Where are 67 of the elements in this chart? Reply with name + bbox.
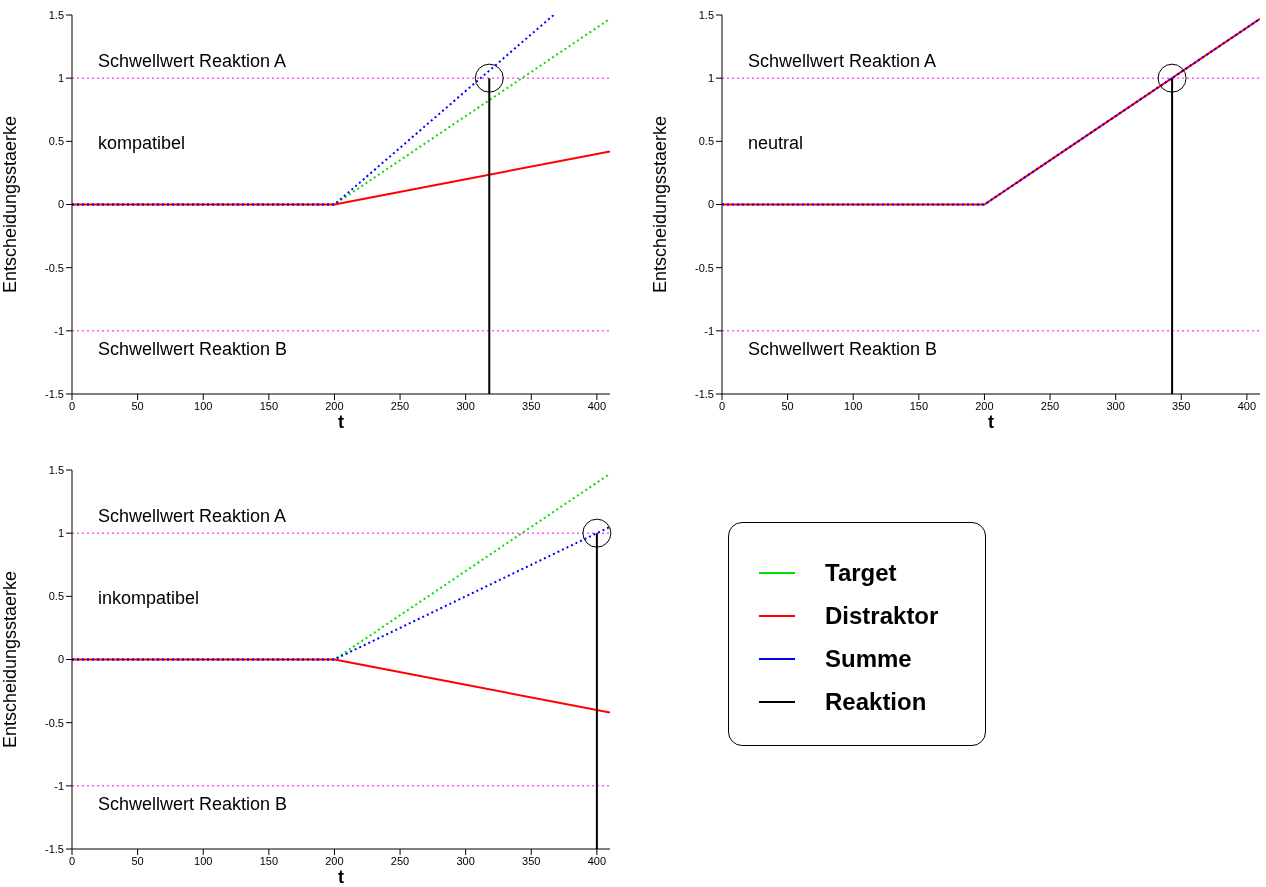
y-tick-label: 1 bbox=[57, 72, 64, 85]
legend-label: Summe bbox=[825, 644, 912, 673]
y-tick-label: 0.5 bbox=[48, 590, 64, 603]
y-axis-title: Entscheidungsstaerke bbox=[0, 570, 21, 749]
y-tick-label: 1.5 bbox=[48, 463, 64, 476]
y-tick-label: -1.5 bbox=[45, 842, 64, 855]
x-tick-label: 100 bbox=[844, 399, 863, 412]
y-tick-label: 0 bbox=[57, 198, 64, 211]
y-tick-label: 0.5 bbox=[48, 135, 64, 148]
y-tick-label: 0 bbox=[707, 198, 714, 211]
y-tick-label: -1.5 bbox=[45, 387, 64, 400]
x-tick-label: 150 bbox=[909, 399, 929, 412]
x-axis-title: t bbox=[338, 412, 344, 432]
y-tick-label: 1 bbox=[57, 527, 64, 540]
y-tick-label: 1.5 bbox=[48, 8, 64, 21]
x-tick-label: 0 bbox=[68, 399, 76, 412]
legend-label: Distraktor bbox=[825, 601, 939, 630]
x-tick-label: 100 bbox=[194, 399, 213, 412]
x-tick-label: 350 bbox=[1172, 399, 1191, 412]
x-tick-label: 300 bbox=[456, 854, 475, 867]
x-tick-label: 350 bbox=[522, 399, 541, 412]
x-tick-label: 400 bbox=[587, 399, 607, 412]
ref-line-label: Schwellwert Reaktion B bbox=[98, 793, 288, 814]
x-tick-label: 300 bbox=[1106, 399, 1125, 412]
x-tick-label: 0 bbox=[718, 399, 726, 412]
x-tick-label: 0 bbox=[68, 854, 76, 867]
y-tick-label: -1 bbox=[704, 324, 714, 337]
y-tick-label: 0.5 bbox=[698, 135, 714, 148]
x-axis-title: t bbox=[338, 867, 344, 887]
x-tick-label: 100 bbox=[194, 854, 213, 867]
x-tick-label: 200 bbox=[325, 399, 344, 412]
y-tick-label: 1.5 bbox=[698, 8, 714, 21]
ref-line-label: Schwellwert Reaktion A bbox=[98, 505, 287, 526]
x-tick-label: 150 bbox=[259, 854, 279, 867]
ref-line-label: Schwellwert Reaktion A bbox=[98, 50, 287, 71]
x-axis-title: t bbox=[988, 412, 994, 432]
legend-label: Target bbox=[825, 558, 897, 587]
x-tick-label: 300 bbox=[456, 399, 475, 412]
x-tick-label: 200 bbox=[325, 854, 344, 867]
x-tick-label: 50 bbox=[131, 399, 144, 412]
y-tick-label: -0.5 bbox=[695, 261, 714, 274]
y-tick-label: -1.5 bbox=[695, 387, 714, 400]
y-tick-label: -1 bbox=[54, 779, 64, 792]
y-tick-label: 1 bbox=[707, 72, 714, 85]
y-tick-label: -0.5 bbox=[45, 716, 64, 729]
x-tick-label: 200 bbox=[975, 399, 994, 412]
x-tick-label: 250 bbox=[390, 854, 410, 867]
annotation: inkompatibel bbox=[98, 588, 200, 609]
x-tick-label: 50 bbox=[131, 854, 144, 867]
annotation: neutral bbox=[748, 133, 804, 154]
y-tick-label: 0 bbox=[57, 653, 64, 666]
y-tick-label: -1 bbox=[54, 324, 64, 337]
x-tick-label: 250 bbox=[1040, 399, 1060, 412]
y-axis-title: Entscheidungsstaerke bbox=[650, 115, 671, 294]
y-axis-title: Entscheidungsstaerke bbox=[0, 115, 21, 294]
x-tick-label: 350 bbox=[522, 854, 541, 867]
legend-label: Reaktion bbox=[825, 687, 927, 716]
x-tick-label: 400 bbox=[1237, 399, 1257, 412]
x-tick-label: 400 bbox=[587, 854, 607, 867]
x-tick-label: 150 bbox=[259, 399, 279, 412]
ref-line-label: Schwellwert Reaktion B bbox=[748, 338, 938, 359]
ref-line-label: Schwellwert Reaktion B bbox=[98, 338, 288, 359]
annotation: kompatibel bbox=[98, 133, 186, 154]
x-tick-label: 50 bbox=[781, 399, 794, 412]
ref-line-label: Schwellwert Reaktion A bbox=[748, 50, 937, 71]
y-tick-label: -0.5 bbox=[45, 261, 64, 274]
x-tick-label: 250 bbox=[390, 399, 410, 412]
